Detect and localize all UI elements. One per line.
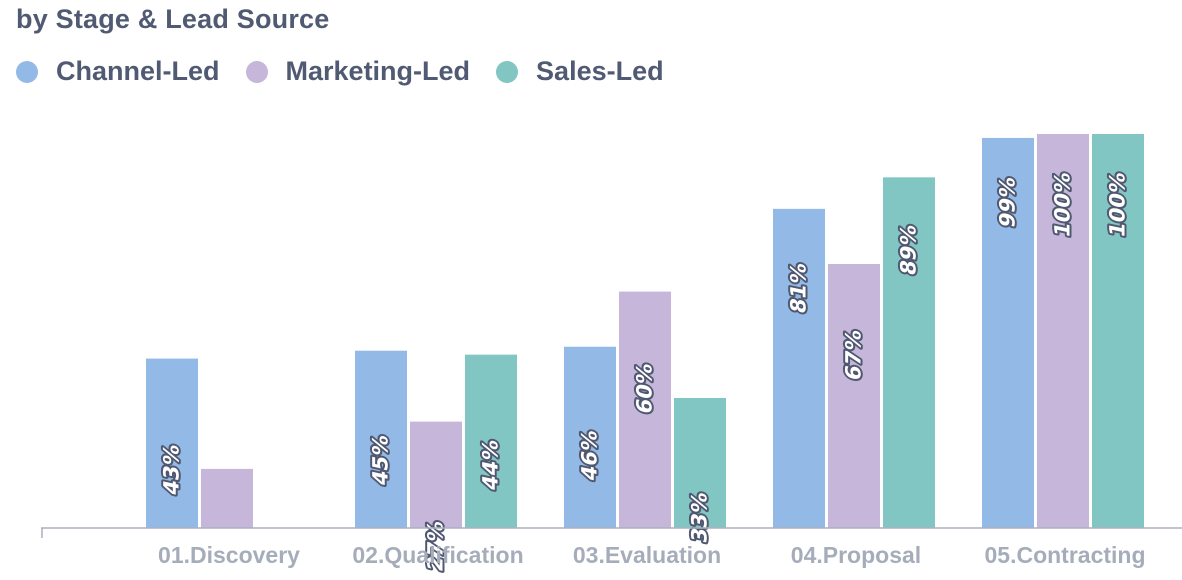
x-tick-label: 04.Proposal — [791, 542, 921, 568]
data-label-sales-led-4: 89% — [897, 222, 922, 277]
x-tick-label: 01.Discovery — [158, 542, 300, 568]
bar-marketing-led-2[interactable] — [410, 421, 462, 528]
legend-swatch-sales-led — [496, 60, 519, 83]
bar-channel-led-3[interactable] — [564, 346, 616, 528]
chart-legend: Channel-Led Marketing-Led Sales-Led — [16, 56, 690, 87]
legend-label-channel-led: Channel-Led — [56, 56, 220, 86]
bar-channel-led-1[interactable] — [146, 358, 198, 528]
bar-sales-led-3[interactable] — [674, 397, 726, 528]
legend-label-sales-led: Sales-Led — [536, 56, 664, 86]
data-label-marketing-led-5: 100% — [1051, 170, 1076, 240]
bar-channel-led-5[interactable] — [982, 137, 1034, 528]
bar-sales-led-4[interactable] — [883, 177, 935, 528]
legend-item-marketing-led[interactable]: Marketing-Led — [245, 56, 471, 87]
data-label-marketing-led-4: 67% — [842, 327, 867, 382]
data-label-channel-led-4: 81% — [787, 260, 812, 315]
data-label-channel-led-2: 45% — [369, 432, 394, 487]
legend-label-marketing-led: Marketing-Led — [285, 56, 471, 86]
legend-swatch-channel-led — [16, 60, 38, 83]
bar-marketing-led-4[interactable] — [828, 264, 880, 528]
data-label-sales-led-2: 44% — [479, 437, 504, 492]
bar-channel-led-2[interactable] — [355, 350, 407, 528]
bar-marketing-led-3[interactable] — [619, 291, 671, 528]
chart-subtitle: by Stage & Lead Source — [16, 4, 330, 34]
x-tick-label: 03.Evaluation — [573, 542, 721, 568]
data-label-channel-led-5: 99% — [996, 174, 1021, 229]
data-label-sales-led-3: 33% — [688, 490, 713, 545]
data-label-channel-led-3: 46% — [578, 428, 603, 483]
data-label-marketing-led-3: 60% — [633, 361, 658, 416]
legend-item-sales-led[interactable]: Sales-Led — [496, 56, 664, 87]
x-tick-label: 02.Qualification — [352, 542, 523, 568]
data-label-channel-led-1: 43% — [160, 442, 185, 497]
x-tick-label: 05.Contracting — [984, 542, 1145, 568]
legend-swatch-marketing-led — [245, 60, 268, 83]
bar-marketing-led-5[interactable] — [1037, 134, 1089, 528]
bar-sales-led-5[interactable] — [1092, 134, 1144, 528]
legend-item-channel-led[interactable]: Channel-Led — [16, 56, 220, 87]
bar-sales-led-2[interactable] — [465, 354, 517, 528]
bar-channel-led-4[interactable] — [773, 208, 825, 529]
data-label-sales-led-5: 100% — [1106, 170, 1131, 240]
bar-marketing-led-1[interactable] — [201, 468, 253, 528]
